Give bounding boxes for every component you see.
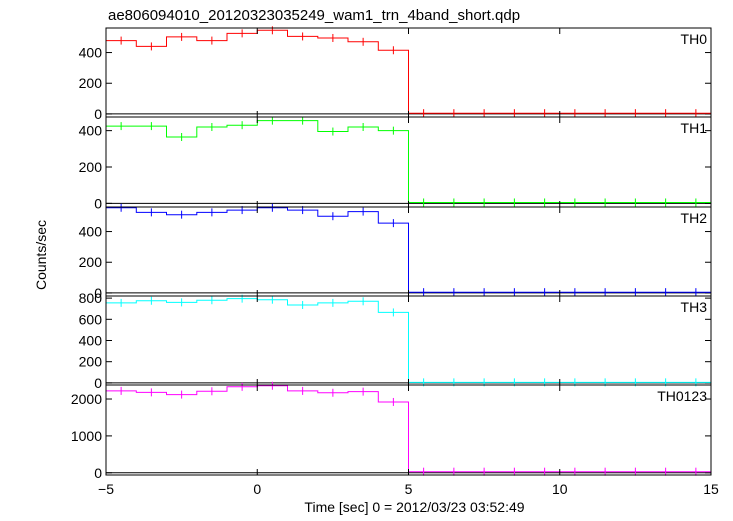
- panel-label: TH0: [681, 31, 708, 47]
- y-tick-label: 800: [79, 290, 103, 306]
- y-tick-label: 0: [94, 195, 102, 211]
- y-tick-label: 0: [94, 375, 102, 391]
- y-axis-label: Counts/sec: [33, 220, 49, 290]
- y-tick-label: 200: [79, 75, 103, 91]
- series-line-th3: [106, 298, 711, 383]
- panel-label: TH0123: [657, 388, 707, 404]
- panel-label: TH2: [681, 210, 708, 226]
- y-tick-label: 600: [79, 311, 103, 327]
- x-tick-label: −5: [98, 481, 114, 497]
- y-tick-label: 400: [79, 333, 103, 349]
- y-tick-label: 0: [94, 106, 102, 122]
- series-line-th2: [106, 207, 711, 293]
- panel-label: TH1: [681, 120, 708, 136]
- y-tick-label: 200: [79, 254, 103, 270]
- x-tick-label: 0: [253, 481, 261, 497]
- chart-title: ae806094010_20120323035249_wam1_trn_4ban…: [108, 7, 520, 24]
- y-tick-label: 0: [94, 465, 102, 481]
- y-tick-label: 200: [79, 354, 103, 370]
- x-axis-label: Time [sec] 0 = 2012/03/23 03:52:49: [304, 499, 524, 515]
- series-line-th1: [106, 120, 711, 203]
- y-tick-label: 0: [94, 285, 102, 301]
- panel-label: TH3: [681, 299, 708, 315]
- y-tick-label: 2000: [71, 391, 102, 407]
- y-tick-label: 1000: [71, 428, 102, 444]
- x-tick-label: 15: [703, 481, 719, 497]
- y-tick-label: 400: [79, 224, 103, 240]
- series-line-th0: [106, 29, 711, 114]
- y-tick-label: 400: [79, 45, 103, 61]
- y-tick-label: 400: [79, 123, 103, 139]
- series-line-th0123: [106, 385, 711, 473]
- x-tick-label: 10: [552, 481, 568, 497]
- y-tick-label: 200: [79, 159, 103, 175]
- x-tick-label: 5: [405, 481, 413, 497]
